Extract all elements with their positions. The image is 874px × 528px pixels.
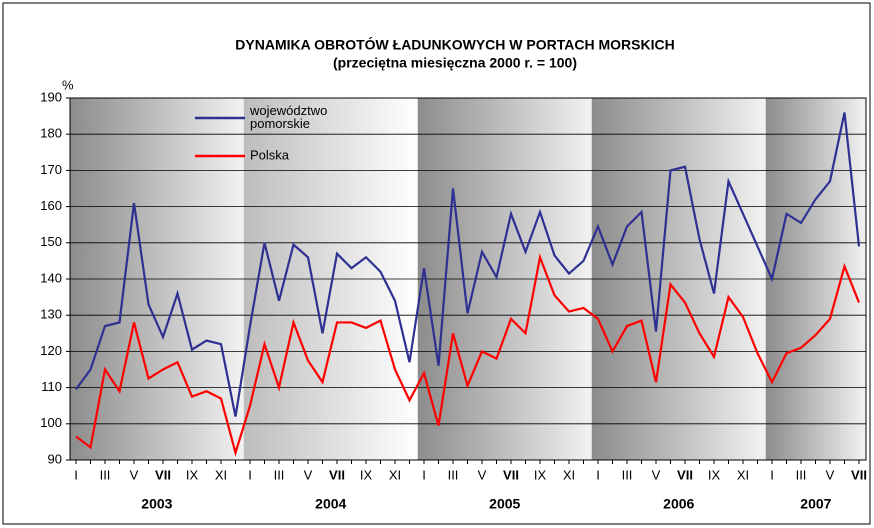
x-tick-label: V: [304, 467, 313, 482]
y-tick-label: 180: [40, 126, 62, 141]
year-label: 2007: [800, 496, 831, 512]
x-tick-label: IX: [708, 467, 721, 482]
x-tick-label: IX: [534, 467, 547, 482]
x-tick-label: VII: [677, 467, 693, 482]
x-tick-label: III: [274, 467, 285, 482]
year-label: 2003: [141, 496, 172, 512]
y-tick-label: 170: [40, 162, 62, 177]
legend-label: Polska: [250, 147, 290, 162]
x-tick-label: I: [596, 467, 600, 482]
year-label: 2006: [663, 496, 694, 512]
x-tick-label: VII: [329, 467, 345, 482]
x-tick-label: I: [248, 467, 252, 482]
x-tick-label: IX: [186, 467, 199, 482]
y-tick-label: 100: [40, 415, 62, 430]
x-tick-label: I: [74, 467, 78, 482]
y-tick-label: 140: [40, 270, 62, 285]
x-tick-label: I: [422, 467, 426, 482]
series-line: [75, 112, 861, 417]
x-tick-label: III: [622, 467, 633, 482]
x-tick-label: III: [100, 467, 111, 482]
x-tick-label: VII: [503, 467, 519, 482]
y-tick-label: 150: [40, 234, 62, 249]
year-label: 2005: [489, 496, 520, 512]
chart-title: DYNAMIKA OBROTÓW ŁADUNKOWYCH W PORTACH M…: [235, 36, 674, 53]
x-tick-label: XI: [215, 467, 227, 482]
y-tick-label: 90: [48, 451, 62, 466]
x-tick-label: XI: [563, 467, 575, 482]
year-label: 2004: [315, 496, 346, 512]
x-tick-label: III: [448, 467, 459, 482]
series-line: [75, 253, 861, 457]
x-tick-label: V: [130, 467, 139, 482]
x-tick-label: III: [796, 467, 807, 482]
legend-label: województwo pomorskie: [249, 103, 327, 131]
y-tick-label: 120: [40, 343, 62, 358]
y-tick-label: 130: [40, 307, 62, 322]
x-tick-label: VII: [851, 467, 867, 482]
chart-subtitle: (przeciętna miesięczna 2000 r. = 100): [333, 55, 577, 71]
y-tick-label: 110: [41, 379, 62, 394]
y-unit: %: [62, 77, 74, 92]
x-tick-label: XI: [389, 467, 401, 482]
x-tick-label: VII: [155, 467, 171, 482]
x-tick-label: V: [478, 467, 487, 482]
y-tick-label: 160: [40, 198, 62, 213]
x-tick-label: IX: [360, 467, 373, 482]
y-tick-label: 190: [40, 89, 62, 104]
x-tick-label: V: [826, 467, 835, 482]
x-tick-label: XI: [737, 467, 749, 482]
x-tick-label: V: [652, 467, 661, 482]
x-tick-label: I: [770, 467, 774, 482]
